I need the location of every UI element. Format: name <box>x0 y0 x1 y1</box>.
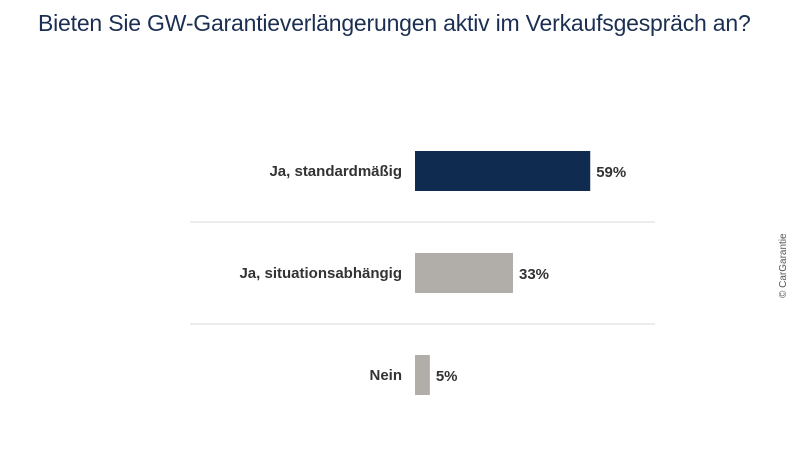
category-label-1: Ja, situationsabhängig <box>239 265 402 282</box>
bar-2 <box>415 355 430 395</box>
category-label-0: Ja, standardmäßig <box>269 163 402 180</box>
row-separators <box>190 221 655 325</box>
category-labels: Ja, standardmäßig Ja, situationsabhängig N… <box>239 163 402 384</box>
chart-title: Bieten Sie GW-Garantieverlängerungen akt… <box>38 10 751 36</box>
value-label-1: 33% <box>519 266 549 283</box>
bar-0 <box>415 151 591 191</box>
bar-1 <box>415 253 514 293</box>
value-label-0: 59% <box>596 164 626 181</box>
value-label-2: 5% <box>436 368 458 385</box>
copyright-notice: © CarGarantie <box>778 233 789 298</box>
bars <box>415 151 591 395</box>
category-label-2: Nein <box>369 367 402 384</box>
value-labels: 59% 33% 5% <box>436 164 626 385</box>
